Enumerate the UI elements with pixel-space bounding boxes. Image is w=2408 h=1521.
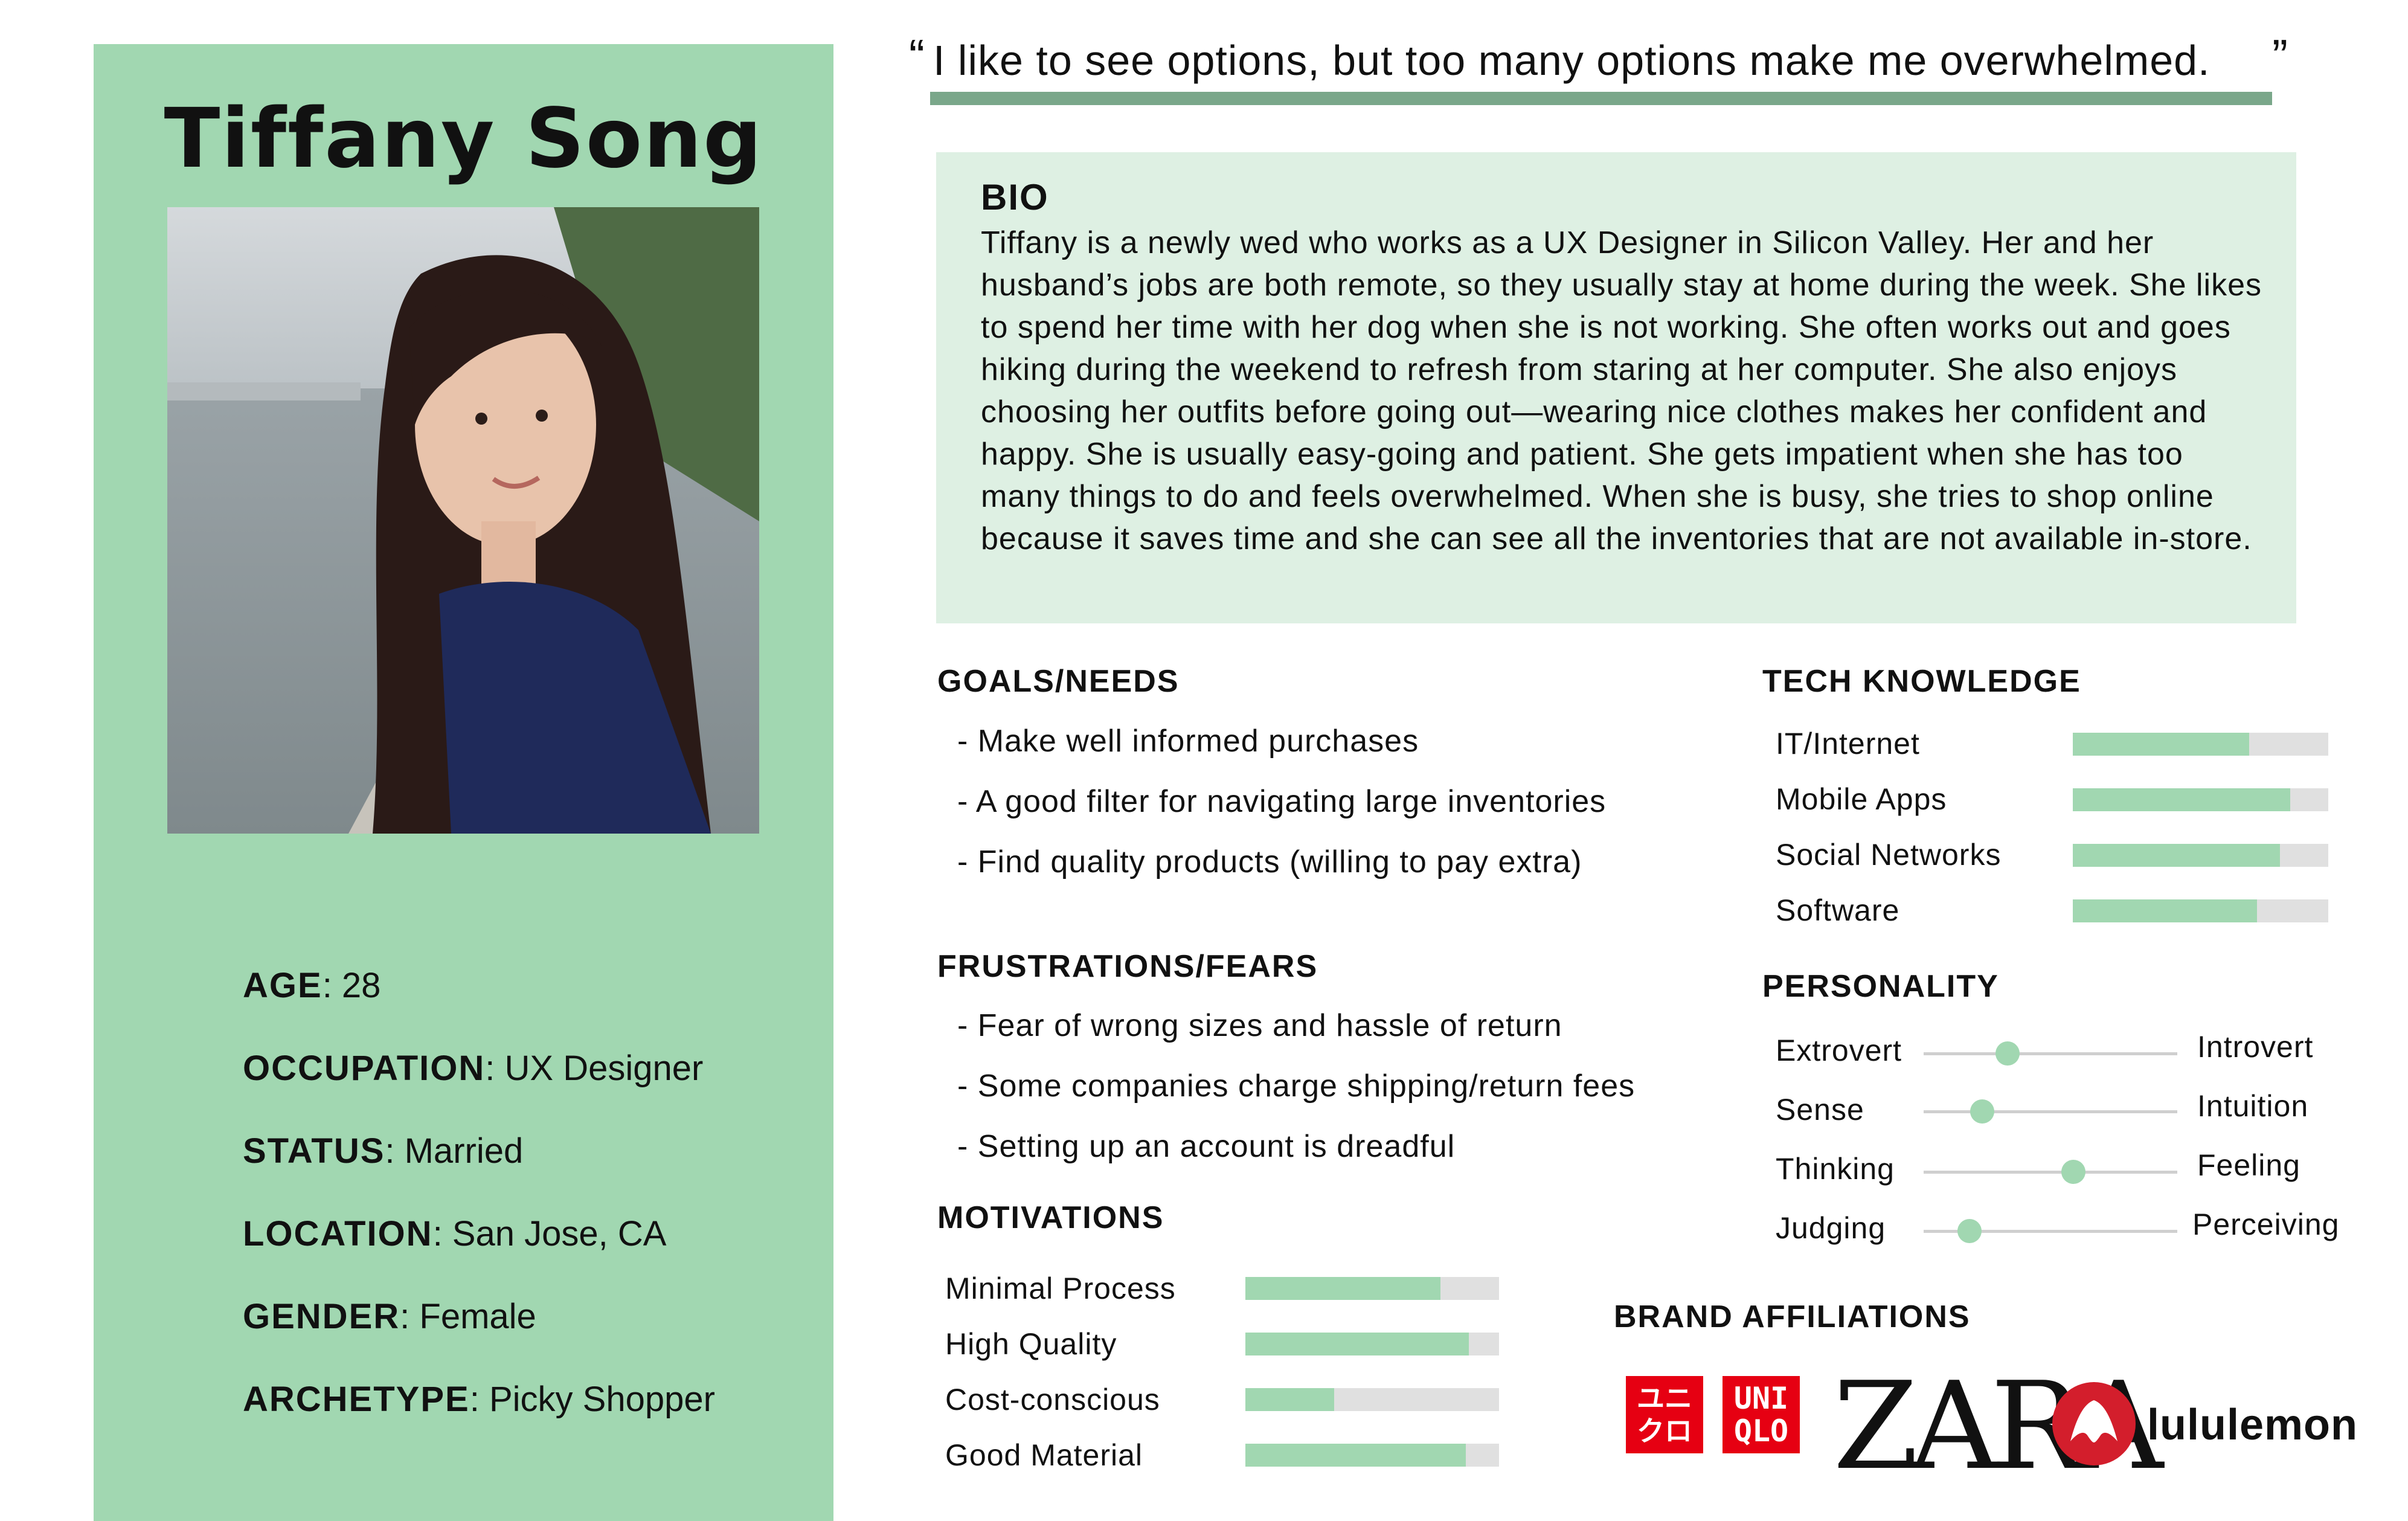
- personality-slider-dot: [1995, 1041, 2020, 1066]
- personality-left-label: Extrovert: [1776, 1034, 1902, 1067]
- persona-name: Tiffany Song: [164, 91, 763, 187]
- lululemon-mark-icon: [2052, 1382, 2136, 1465]
- personality-slider-track: [1924, 1099, 2177, 1124]
- personality-left-label: Thinking: [1776, 1152, 1895, 1186]
- quote-underline: [930, 92, 2272, 105]
- motivation-label: Minimal Process: [945, 1272, 1176, 1305]
- personality-right-label: Perceiving: [2192, 1207, 2340, 1241]
- personality-left-label: Judging: [1776, 1211, 1886, 1245]
- personality-slider-dot: [2061, 1160, 2085, 1184]
- lululemon-wordmark: lululemon: [2147, 1401, 2358, 1449]
- personality-slider-dot: [1970, 1099, 1994, 1124]
- goal-item: - A good filter for navigating large inv…: [957, 784, 1607, 819]
- personality-right-label: Feeling: [2197, 1148, 2300, 1182]
- motivation-bar: [1245, 1444, 1499, 1467]
- bio-title: BIO: [981, 177, 1049, 217]
- motivation-label: Cost-conscious: [945, 1383, 1160, 1416]
- tech-title: TECH KNOWLEDGE: [1762, 664, 2081, 699]
- tech-label: Software: [1776, 893, 1900, 927]
- motivations-title: MOTIVATIONS: [937, 1200, 1164, 1235]
- personality-slider-dot: [1957, 1219, 1982, 1243]
- tech-bar: [2073, 844, 2328, 867]
- quote-close-mark: ”: [2272, 30, 2288, 83]
- fact-gender: GENDER: Female: [243, 1297, 536, 1336]
- uniqlo-katakana-logo: ユニ クロ: [1626, 1376, 1703, 1453]
- profile-panel: Tiffany Song: [94, 44, 833, 1521]
- fact-occupation: OCCUPATION: UX Designer: [243, 1049, 704, 1088]
- motivation-label: Good Material: [945, 1438, 1143, 1472]
- motivation-label: High Quality: [945, 1327, 1117, 1361]
- motivation-bar: [1245, 1388, 1499, 1411]
- fact-location: LOCATION: San Jose, CA: [243, 1214, 667, 1253]
- tech-bar: [2073, 899, 2328, 922]
- tech-label: IT/Internet: [1776, 727, 1920, 760]
- frustration-item: - Fear of wrong sizes and hassle of retu…: [957, 1008, 1562, 1043]
- frustration-item: - Some companies charge shipping/return …: [957, 1069, 1636, 1104]
- brands-title: BRAND AFFILIATIONS: [1614, 1299, 1971, 1334]
- tech-bar: [2073, 788, 2328, 811]
- frustrations-title: FRUSTRATIONS/FEARS: [937, 949, 1318, 984]
- personality-title: PERSONALITY: [1762, 969, 1999, 1004]
- goal-item: - Make well informed purchases: [957, 724, 1419, 759]
- personality-slider-track: [1924, 1219, 2177, 1243]
- persona-facts: AGE: 28 OCCUPATION: UX Designer STATUS: …: [243, 944, 715, 1441]
- personality-right-label: Intuition: [2197, 1089, 2309, 1123]
- motivation-bar: [1245, 1277, 1499, 1300]
- motivation-bar: [1245, 1333, 1499, 1355]
- bio-text: Tiffany is a newly wed who works as a UX…: [981, 225, 2262, 556]
- goals-title: GOALS/NEEDS: [937, 664, 1180, 699]
- persona-photo: [167, 207, 759, 834]
- personality-slider-track: [1924, 1160, 2177, 1184]
- personality-right-label: Introvert: [2197, 1030, 2314, 1064]
- tech-label: Social Networks: [1776, 838, 2002, 872]
- quote-open-mark: “: [909, 30, 925, 83]
- fact-archetype: ARCHETYPE: Picky Shopper: [243, 1380, 715, 1419]
- uniqlo-latin-logo: UNI QLO: [1723, 1376, 1800, 1453]
- fact-age: AGE: 28: [243, 966, 381, 1005]
- tech-bar: [2073, 733, 2328, 756]
- fact-status: STATUS: Married: [243, 1131, 524, 1171]
- frustration-item: - Setting up an account is dreadful: [957, 1129, 1456, 1164]
- personality-left-label: Sense: [1776, 1093, 1864, 1127]
- tech-label: Mobile Apps: [1776, 782, 1947, 816]
- bio-box: BIO Tiffany is a newly wed who works as …: [936, 152, 2296, 623]
- personality-slider-track: [1924, 1041, 2177, 1066]
- goal-item: - Find quality products (willing to pay …: [957, 844, 1582, 879]
- persona-quote: I like to see options, but too many opti…: [933, 37, 2211, 84]
